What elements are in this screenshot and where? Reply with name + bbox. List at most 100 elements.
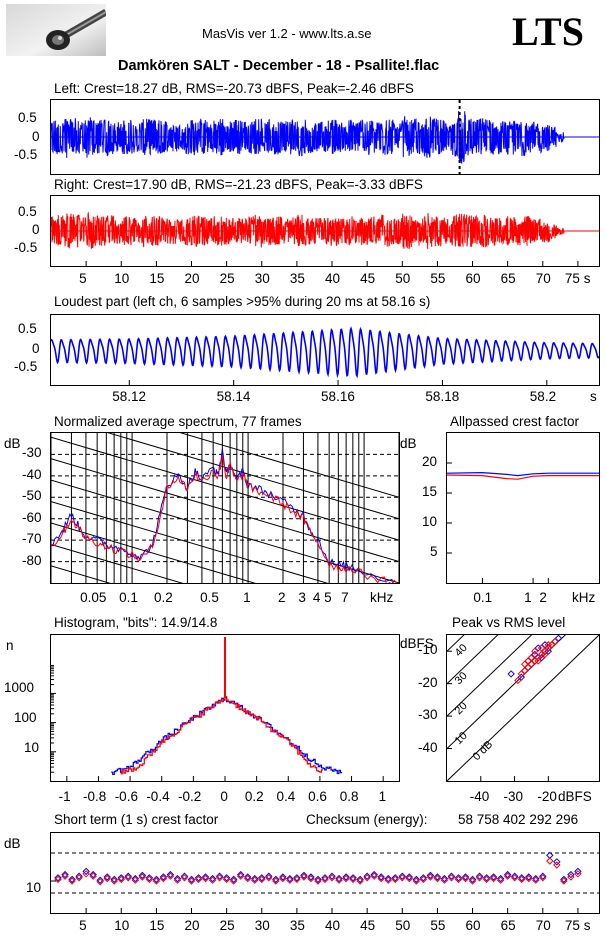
crest-point-right-6 xyxy=(96,878,104,886)
crest-point-left-51 xyxy=(412,875,421,884)
crest-point-left-32 xyxy=(279,873,287,881)
peak-vs-rms-panel: 40 30 20 10 0 dB xyxy=(446,634,600,782)
hist-ytick-10: 10 xyxy=(24,740,40,755)
crest-point-right-4 xyxy=(82,870,90,878)
crest-point-left-50 xyxy=(405,873,414,881)
peakrms-diag-label-3: 10 xyxy=(453,730,470,747)
crest-point-right-23 xyxy=(215,874,224,882)
lts-brand: LTS xyxy=(512,9,584,54)
crest-point-right-64 xyxy=(503,872,512,880)
crest-xtick-5: 5 xyxy=(79,918,87,933)
loudest-xtick-unit: s xyxy=(590,389,597,404)
left-ytick-m05: -0.5 xyxy=(14,147,38,162)
loudest-xtick-1: 58.14 xyxy=(216,389,251,404)
peakrms-point-right-19 xyxy=(537,644,546,652)
crest-point-right-11 xyxy=(131,876,140,884)
xtick-label-65: 65 xyxy=(500,271,516,286)
crest-point-right-63 xyxy=(496,876,505,884)
peakrms-point-right-15 xyxy=(551,637,559,646)
peakrms-diag-label-4: 0 dB xyxy=(471,739,495,763)
histogram-panel xyxy=(50,634,400,782)
crest-point-left-5 xyxy=(89,870,97,879)
hist-xtick-2: -0.6 xyxy=(114,789,138,804)
left-wave xyxy=(51,110,599,165)
right-wave xyxy=(51,211,599,249)
xtick-label-20: 20 xyxy=(184,271,200,286)
crest-point-left-73 xyxy=(567,870,575,879)
crest-xtick-10: 10 xyxy=(114,918,130,933)
crest-point-left-67 xyxy=(525,873,533,881)
crest-point-right-40 xyxy=(335,876,343,884)
spectrum-xtick-unit: kHz xyxy=(370,590,394,605)
crest-point-left-58 xyxy=(461,873,470,881)
crest-point-right-39 xyxy=(328,874,336,882)
spectrum-slope-0 xyxy=(179,433,399,498)
crest-point-left-1 xyxy=(61,870,69,879)
crest-point-left-9 xyxy=(117,874,125,882)
crest-point-left-59 xyxy=(468,875,477,884)
xtick-label-55: 55 xyxy=(430,271,446,286)
crest-point-right-9 xyxy=(117,875,125,884)
spectrum-slope-3 xyxy=(51,458,399,563)
crest-point-left-61 xyxy=(482,874,491,882)
crest-point-right-14 xyxy=(152,877,161,885)
peakrms-ytick-3: -40 xyxy=(418,739,438,755)
allpass-ytick-2: 10 xyxy=(422,514,438,529)
crest-point-left-60 xyxy=(475,872,484,880)
spectrum-series-left xyxy=(51,448,394,583)
peakrms-point-right-18 xyxy=(544,641,553,649)
crest-point-right-73 xyxy=(567,873,575,881)
crest-point-left-48 xyxy=(391,874,399,882)
crest-point-right-57 xyxy=(454,875,463,884)
crest-point-left-28 xyxy=(251,874,259,883)
hist-xtick-9: 0.8 xyxy=(339,789,359,804)
crest-point-right-26 xyxy=(236,872,245,880)
spectrum-slope-7 xyxy=(51,543,184,583)
crest-point-right-25 xyxy=(229,877,238,885)
xtick-label-5: 5 xyxy=(79,271,87,286)
crest-point-right-67 xyxy=(525,874,533,883)
peakrms-title: Peak vs RMS level xyxy=(452,615,566,630)
crest-point-right-37 xyxy=(314,877,322,885)
right-waveform-plot xyxy=(51,211,599,266)
spectrum-xtick-9: 7 xyxy=(341,590,349,605)
crest-point-left-66 xyxy=(518,874,526,882)
peakrms-point-right-16 xyxy=(531,647,539,655)
crest-point-left-74 xyxy=(574,867,582,876)
hist-series-left xyxy=(111,697,343,775)
allpass-xtick-2: 2 xyxy=(539,590,547,605)
crest-point-right-8 xyxy=(110,877,118,885)
crest-point-left-65 xyxy=(510,872,519,880)
allpass-series-right xyxy=(447,474,599,480)
crest-point-right-13 xyxy=(145,875,154,884)
crest-point-right-62 xyxy=(489,874,498,883)
peakrms-point-right-0 xyxy=(514,676,522,685)
peak-vs-rms-plot: 40 30 20 100 dB xyxy=(447,635,599,781)
crest-point-right-46 xyxy=(377,874,385,883)
hist-xtick-4: -0.2 xyxy=(177,789,202,804)
crest-point-right-1 xyxy=(61,872,69,880)
spectrum-xtick-6: 3 xyxy=(298,590,306,605)
crest-point-right-10 xyxy=(124,874,132,882)
spectrum-ytick-1: -40 xyxy=(22,466,42,482)
xtick-label-10: 10 xyxy=(114,271,130,286)
crest-point-right-7 xyxy=(103,874,111,883)
histogram-ylabel: n xyxy=(6,638,14,653)
crest-point-left-34 xyxy=(293,874,301,882)
spectrum-panel xyxy=(50,432,400,584)
crest-point-right-59 xyxy=(468,877,477,885)
crest-point-left-25 xyxy=(229,875,238,884)
peakrms-diag-label-1: 30 xyxy=(453,670,470,687)
crest-point-left-54 xyxy=(433,873,442,881)
allpass-ytick-1: 15 xyxy=(422,484,438,499)
crest-point-right-3 xyxy=(75,874,83,882)
loudest-xtick-4: 58.2 xyxy=(529,389,557,404)
crest-point-left-29 xyxy=(258,874,266,882)
crest-point-right-41 xyxy=(342,874,350,883)
crest-point-left-11 xyxy=(131,874,140,883)
allpass-xtick-unit: kHz xyxy=(572,590,596,605)
peakrms-point-right-10 xyxy=(534,657,542,665)
crest-point-left-17 xyxy=(173,874,182,883)
crest-point-left-35 xyxy=(300,871,308,880)
